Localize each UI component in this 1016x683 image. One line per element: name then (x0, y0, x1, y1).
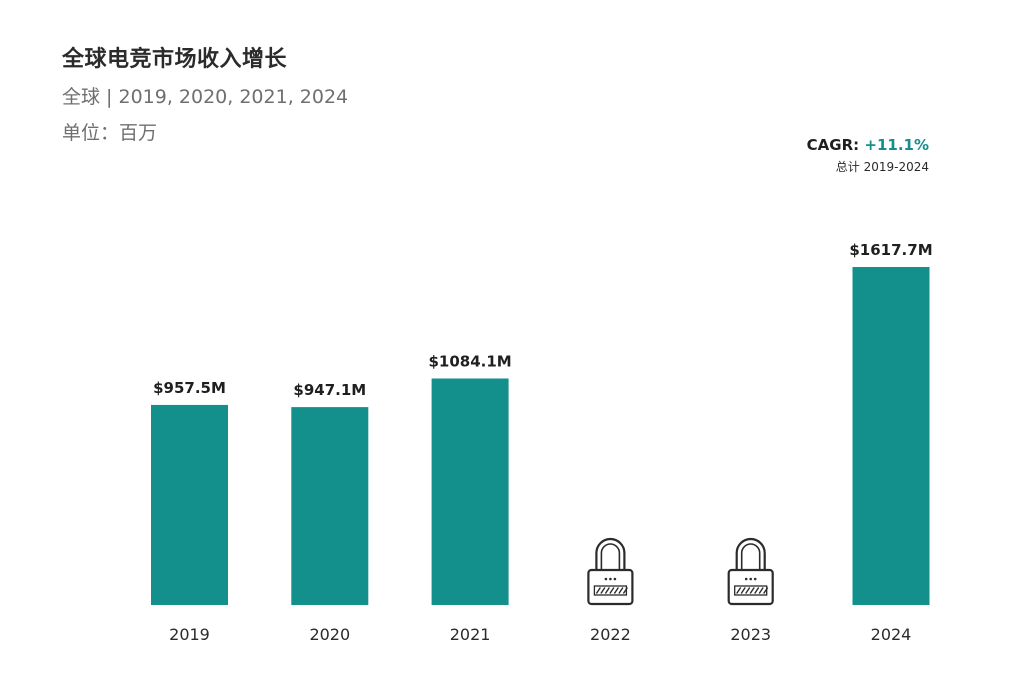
x-tick-label-2022: 2022 (590, 625, 631, 644)
data-label-2019: $957.5M (153, 379, 226, 397)
bar-2020 (291, 407, 369, 605)
x-tick-label-2019: 2019 (169, 625, 210, 644)
data-label-2021: $1084.1M (428, 352, 511, 370)
bar-2021 (431, 378, 509, 605)
cagr-label: CAGR: +11.1% (807, 136, 929, 154)
data-label-2024: $1617.7M (849, 241, 932, 259)
lock-icon (587, 537, 634, 606)
x-tick-label-2020: 2020 (309, 625, 350, 644)
x-tick-label-2024: 2024 (871, 625, 912, 644)
lock-icon (727, 537, 774, 606)
bar-2024 (852, 267, 930, 605)
cagr-label-text: CAGR: (806, 136, 860, 154)
bar-2019 (151, 404, 228, 605)
chart-subtitle: 全球 | 2019, 2020, 2021, 2024 (62, 86, 349, 108)
chart-title: 全球电竞市场收入增长 (62, 47, 288, 72)
unit-label: 单位：百万 (62, 122, 158, 144)
x-tick-label-2023: 2023 (730, 625, 771, 644)
cagr-value: +11.1% (864, 136, 929, 154)
x-tick-label-2021: 2021 (450, 625, 491, 644)
data-label-2020: $947.1M (293, 381, 366, 399)
cagr-period: 总计 2019-2024 (835, 160, 929, 174)
